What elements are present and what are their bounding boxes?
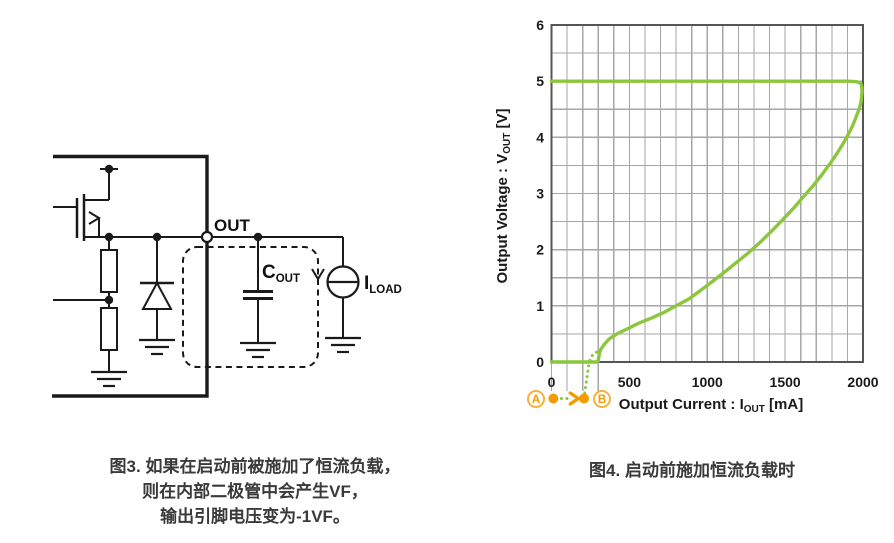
svg-text:500: 500: [618, 374, 642, 390]
svg-text:1000: 1000: [692, 374, 723, 390]
figure3-caption-line3: 输出引脚电压变为-1VF。: [160, 507, 350, 526]
svg-text:3: 3: [536, 186, 544, 202]
x-axis-title: Output Current : IOUT [mA]: [619, 396, 803, 415]
svg-text:0: 0: [536, 354, 544, 370]
chart-tick-labels: 0 500 1000 1500 2000 0 1 2 3 4 5 6: [536, 17, 879, 390]
ground-load: [325, 336, 361, 354]
svg-text:1500: 1500: [770, 374, 801, 390]
marker-b-dot: [579, 393, 590, 404]
marker-a-label: A: [532, 394, 540, 406]
current-loop-dashed-box: [182, 246, 319, 368]
out-pin-circle: [200, 230, 214, 244]
ground-divider: [91, 370, 127, 388]
svg-text:5: 5: [536, 73, 544, 89]
chart-plot-border: [550, 24, 864, 363]
ground-diode: [139, 338, 175, 356]
chart-series: [549, 79, 864, 400]
iload-label: ILOAD: [364, 273, 402, 296]
svg-text:2000: 2000: [847, 374, 878, 390]
load-current-source: [326, 237, 360, 338]
svg-text:0: 0: [548, 374, 556, 390]
figure3-circuit-diagram: OUT COUT ILOAD: [52, 154, 402, 398]
marker-b-ring: [593, 390, 611, 409]
y-axis-title: Output Voltage : VOUT [V]: [494, 109, 513, 284]
marker-a-dot: [548, 393, 559, 404]
svg-text:6: 6: [536, 17, 544, 33]
figure3-caption-line2: 则在内部二极管中会产生VF，: [142, 482, 368, 501]
svg-text:2: 2: [536, 242, 544, 258]
pmos-transistor: [53, 194, 109, 241]
internal-diode: [140, 237, 174, 340]
cout-label: COUT: [262, 262, 300, 285]
series-vout-vs-iout: [549, 79, 864, 364]
marker-arrowhead-icon: [568, 391, 582, 406]
ground-symbols: [91, 336, 361, 388]
mosfet-arrow: [88, 211, 101, 225]
junction-dots: [104, 164, 263, 305]
series-pre-startup-dotted-rise: [582, 349, 601, 400]
output-capacitor: [243, 237, 273, 343]
marker-b-label: B: [598, 394, 606, 406]
svg-text:1: 1: [536, 298, 544, 314]
figure3-caption: 图3. 如果在启动前被施加了恒流负载， 则在内部二极管中会产生VF， 输出引脚电…: [40, 454, 470, 529]
ground-capacitor: [240, 341, 276, 359]
feedback-resistor-divider: [53, 237, 118, 372]
resistor-upper: [100, 249, 118, 293]
svg-text:4: 4: [536, 129, 544, 145]
current-direction-arrow-icon: [311, 268, 325, 281]
out-pin-label: OUT: [214, 216, 251, 235]
figure3-caption-line1: 图3. 如果在启动前被施加了恒流负载，: [109, 457, 401, 476]
resistor-lower: [100, 307, 118, 351]
marker-a-ring: [527, 390, 545, 409]
figure4-caption: 图4. 启动前施加恒流负载时: [589, 461, 795, 480]
ic-boundary: [52, 154, 209, 398]
